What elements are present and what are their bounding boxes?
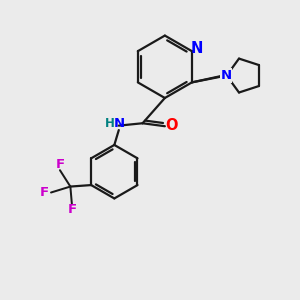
Text: N: N <box>191 41 203 56</box>
Text: O: O <box>165 118 178 133</box>
Text: H: H <box>105 117 115 130</box>
Text: N: N <box>220 69 232 82</box>
Text: F: F <box>40 186 49 199</box>
Text: F: F <box>67 202 76 216</box>
Text: N: N <box>114 117 125 130</box>
Text: F: F <box>56 158 64 171</box>
